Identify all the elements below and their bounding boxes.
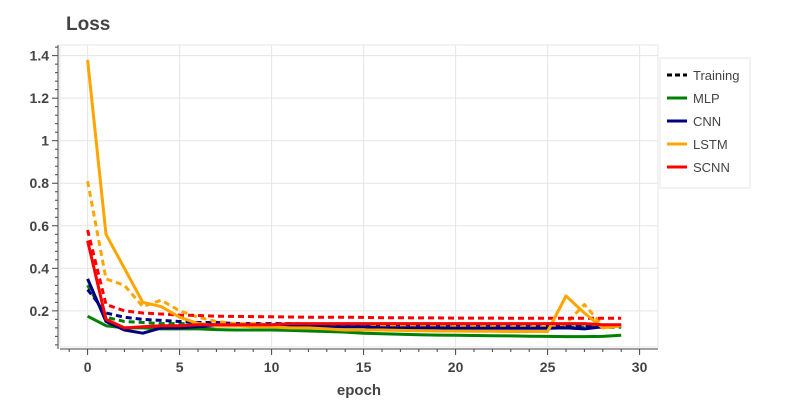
legend: Training MLP CNN LSTM SCNN <box>659 57 751 189</box>
x-tick-label: 20 <box>448 359 464 375</box>
y-tick-label: 1.4 <box>30 48 50 64</box>
legend-label-scnn: SCNN <box>693 160 730 175</box>
series-line-lstm-validation <box>86 59 622 333</box>
x-tick-label: 15 <box>356 359 372 375</box>
legend-label-mlp: MLP <box>693 91 720 106</box>
y-tick-label: 1.2 <box>30 90 50 106</box>
series-line-cnn-validation <box>86 278 622 335</box>
x-tick-label: 0 <box>84 359 92 375</box>
axes: 0 5 10 15 20 25 30 0.2 0.4 0.6 0.8 1 1.2 1.4 <box>30 45 658 375</box>
series-line-scnn-validation <box>86 240 622 330</box>
series-lines <box>86 59 622 339</box>
x-axis-label: epoch <box>337 382 381 399</box>
legend-label-training: Training <box>693 68 739 83</box>
legend-label-cnn: CNN <box>693 114 721 129</box>
series-line-scnn-training <box>86 229 622 320</box>
plot-frame <box>59 44 659 348</box>
x-tick-label: 5 <box>176 359 184 375</box>
y-tick-label: 0.4 <box>30 260 50 276</box>
y-tick-label: 0.6 <box>30 218 50 234</box>
y-tick-label: 1 <box>41 133 49 149</box>
series-line-lstm-training <box>86 180 622 329</box>
chart-title: Loss <box>66 14 110 35</box>
y-tick-label: 0.8 <box>30 175 50 191</box>
x-tick-label: 25 <box>540 359 556 375</box>
legend-label-lstm: LSTM <box>693 137 728 152</box>
series-line-cnn-training <box>86 288 622 328</box>
y-tick-label: 0.2 <box>30 303 50 319</box>
x-tick-label: 10 <box>264 359 280 375</box>
x-tick-label: 30 <box>632 359 648 375</box>
gridlines <box>59 44 659 348</box>
